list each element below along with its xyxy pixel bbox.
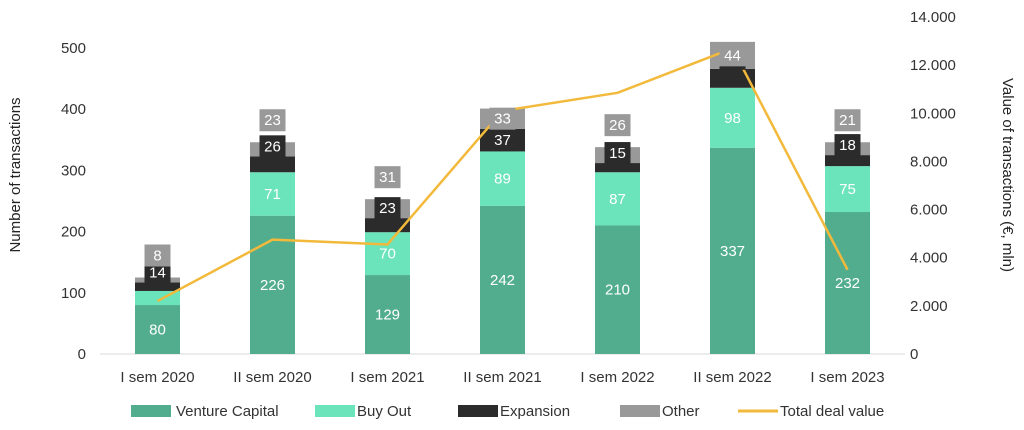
bar-segment-buy-out	[825, 166, 870, 213]
y-tick-label: 300	[61, 162, 86, 179]
x-tick-label: I sem 2023	[810, 369, 884, 386]
bar-segment-buy-out	[365, 232, 410, 276]
bar-segment-buy-out	[595, 172, 640, 226]
bar-segment-venture-capital	[595, 225, 640, 354]
y-axis-title: Number of transactions	[7, 97, 24, 252]
data-label-box	[834, 134, 861, 157]
bar-segment-venture-capital	[710, 147, 755, 354]
bar-segment-venture-capital	[480, 205, 525, 354]
data-label-box	[259, 135, 286, 158]
y2-tick-label: 14.000	[910, 9, 956, 26]
y-tick-label: 100	[61, 285, 86, 302]
data-label-box	[374, 166, 401, 189]
data-label: 70	[379, 246, 396, 263]
bar-segment-expansion	[825, 155, 870, 167]
data-label-box	[489, 129, 516, 152]
data-label-box	[374, 197, 401, 220]
legend-expansion-label: Expansion	[500, 403, 570, 420]
data-label: 15	[609, 145, 626, 162]
data-label: 31	[379, 169, 396, 186]
data-label-box	[604, 142, 631, 165]
data-label: 242	[490, 272, 515, 289]
data-label: 26	[609, 117, 626, 134]
x-tick-label: II sem 2021	[463, 369, 541, 386]
bar-segment-venture-capital	[135, 305, 180, 354]
data-label: 226	[260, 277, 285, 294]
data-label-box	[719, 44, 746, 67]
x-tick-label: II sem 2022	[693, 369, 771, 386]
data-label: 210	[605, 282, 630, 299]
data-label: 89	[494, 171, 511, 188]
y2-tick-label: 4.000	[910, 250, 948, 267]
x-tick-label: I sem 2021	[350, 369, 424, 386]
x-tick-label: I sem 2022	[580, 369, 654, 386]
data-label: 18	[839, 137, 856, 154]
bar-segment-expansion	[365, 218, 410, 233]
legend-other-label: Other	[662, 403, 700, 420]
data-label: 232	[835, 275, 860, 292]
data-label: 87	[609, 191, 626, 208]
bar-segment-buy-out	[710, 87, 755, 148]
data-label: 75	[839, 181, 856, 198]
bar-segment-expansion	[250, 156, 295, 173]
data-label: 71	[264, 186, 281, 203]
data-label: 129	[375, 307, 400, 324]
legend-other-swatch	[620, 405, 660, 417]
legend-venture-capital-label: Venture Capital	[176, 403, 279, 420]
y2-tick-label: 0	[910, 346, 918, 363]
data-label-box	[144, 244, 171, 267]
y2-tick-label: 6.000	[910, 202, 948, 219]
legend-total-deal-value-label: Total deal value	[780, 403, 884, 420]
y-tick-label: 200	[61, 224, 86, 241]
y2-tick-label: 10.000	[910, 105, 956, 122]
x-tick-label: I sem 2020	[120, 369, 194, 386]
y-tick-label: 0	[78, 346, 86, 363]
legend-buy-out-label: Buy Out	[357, 403, 412, 420]
data-label: 37	[494, 132, 511, 149]
data-label: 23	[264, 112, 281, 129]
data-label: 44	[724, 47, 741, 64]
data-label-box	[144, 261, 171, 284]
x-tick-label: II sem 2020	[233, 369, 311, 386]
bar-segment-venture-capital	[365, 275, 410, 354]
data-label: 8	[153, 248, 161, 265]
y2-tick-label: 2.000	[910, 298, 948, 315]
data-label: 21	[839, 112, 856, 129]
data-label: 14	[149, 264, 166, 281]
bar-segment-venture-capital	[825, 212, 870, 354]
y2-tick-label: 8.000	[910, 153, 948, 170]
data-label-box	[604, 114, 631, 137]
y2-axis-title: Value of transactions (€, mln)	[999, 78, 1016, 272]
data-label-box	[489, 107, 516, 130]
data-label: 98	[724, 110, 741, 127]
y-tick-label: 400	[61, 101, 86, 118]
bar-segment-expansion	[710, 68, 755, 88]
bar-segment-expansion	[595, 163, 640, 173]
data-label-box	[834, 109, 861, 132]
bar-segment-buy-out	[250, 172, 295, 216]
y-tick-label: 500	[61, 40, 86, 57]
y2-tick-label: 12.000	[910, 57, 956, 74]
data-label: 33	[494, 111, 511, 128]
legend-venture-capital-swatch	[131, 405, 171, 417]
data-label: 23	[379, 200, 396, 217]
data-label-box	[259, 109, 286, 132]
data-label: 80	[149, 322, 166, 339]
legend-expansion-swatch	[458, 405, 498, 417]
data-label: 26	[264, 138, 281, 155]
bar-segment-buy-out	[480, 151, 525, 206]
legend-buy-out-swatch	[315, 405, 355, 417]
data-label: 337	[720, 243, 745, 260]
bar-segment-expansion	[135, 282, 180, 291]
